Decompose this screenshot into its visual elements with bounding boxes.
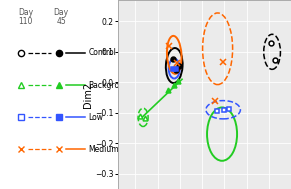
- Text: Control: Control: [88, 48, 116, 57]
- Text: Day
110: Day 110: [18, 8, 33, 26]
- Text: Day
45: Day 45: [54, 8, 69, 26]
- Text: Medium: Medium: [88, 145, 119, 154]
- Y-axis label: Dim2: Dim2: [84, 81, 93, 108]
- Text: Background: Background: [88, 81, 134, 90]
- Text: Low: Low: [88, 113, 103, 122]
